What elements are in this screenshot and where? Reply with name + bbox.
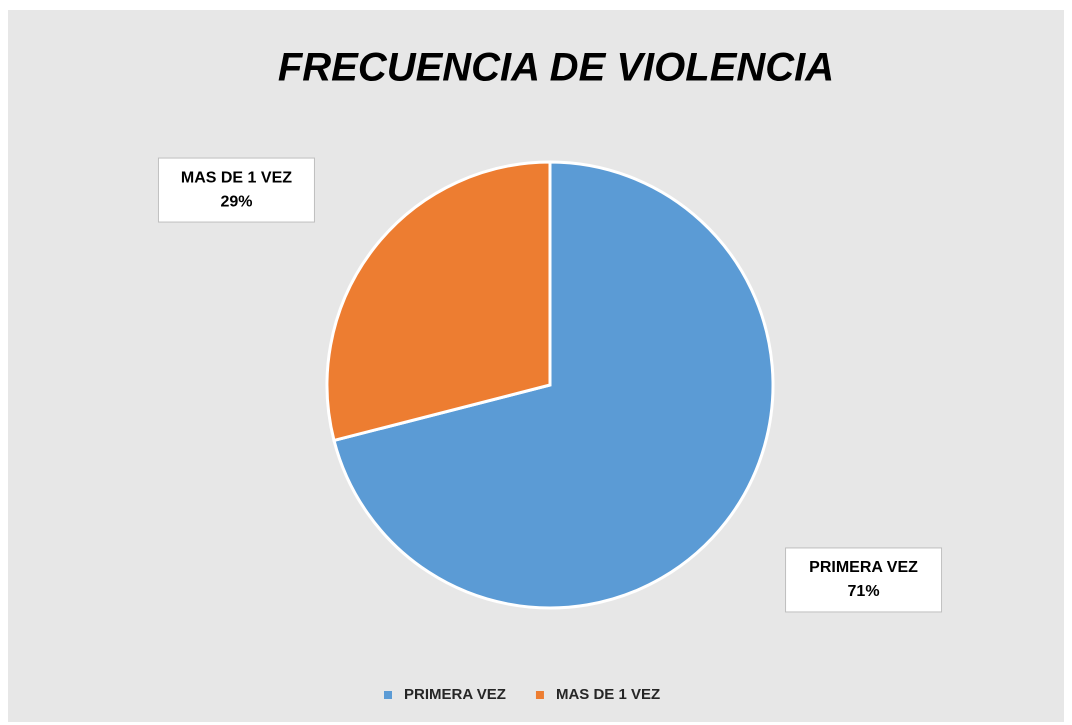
callout-box <box>785 547 943 613</box>
legend-label: PRIMERA VEZ <box>404 686 506 703</box>
data-label-name: PRIMERA VEZ <box>809 559 918 576</box>
callout-box <box>157 157 315 223</box>
legend-swatch <box>384 691 392 699</box>
pie-slice <box>332 160 775 610</box>
data-label-value: 29% <box>220 193 252 210</box>
legend-label: MAS DE 1 VEZ <box>556 686 660 703</box>
legend-swatch <box>535 691 544 699</box>
pie-slice <box>325 160 552 443</box>
chart-title: FRECUENCIA DE VIOLENCIA <box>278 46 834 90</box>
data-label-value: 71% <box>848 583 880 600</box>
data-label-name: MAS DE 1 VEZ <box>181 169 292 186</box>
